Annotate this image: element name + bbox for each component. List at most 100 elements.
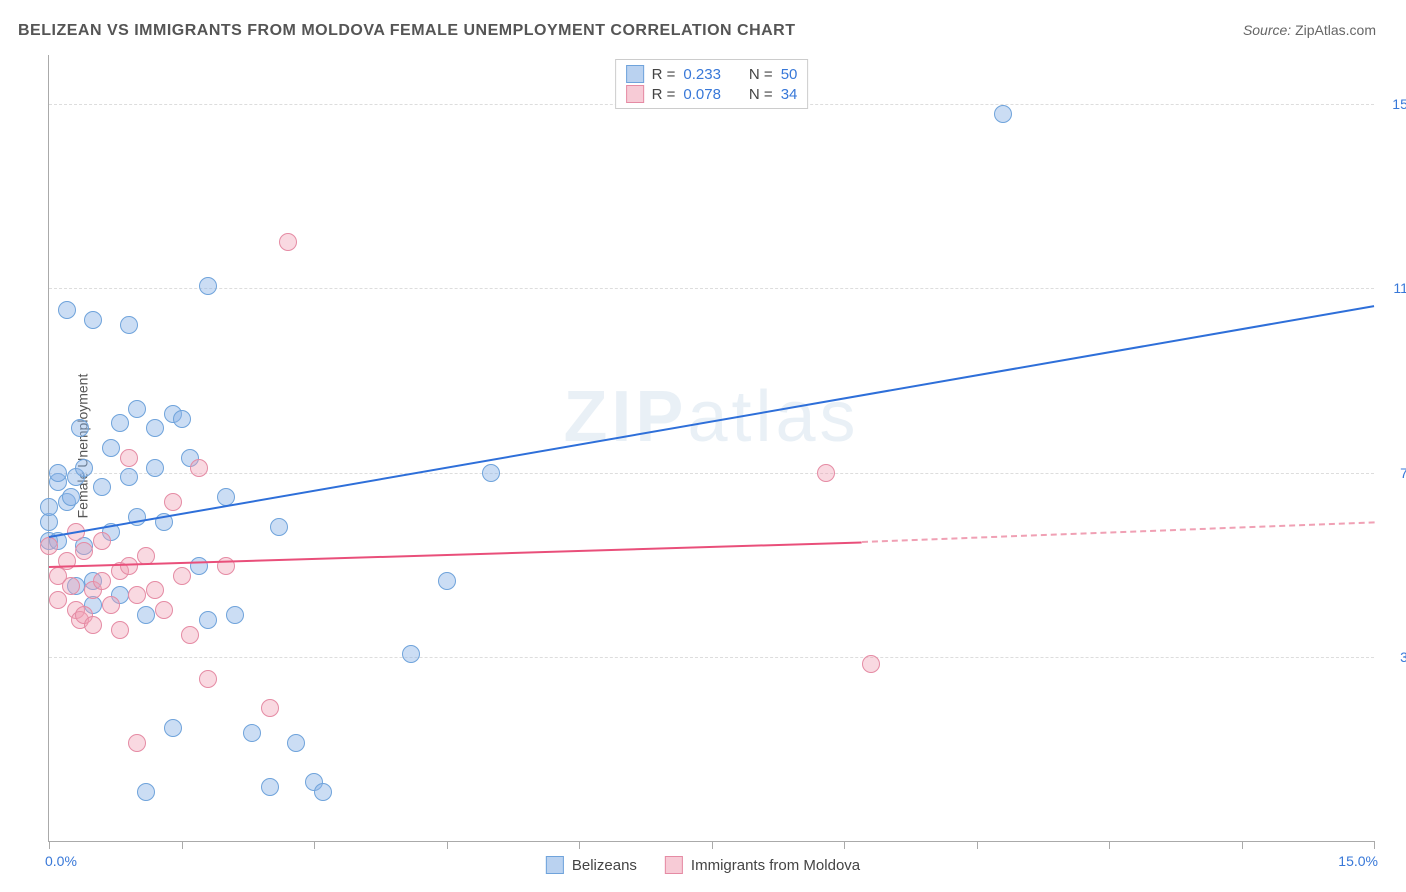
data-point: [226, 606, 244, 624]
swatch-pink-icon: [626, 85, 644, 103]
data-point: [120, 449, 138, 467]
data-point: [190, 459, 208, 477]
data-point: [482, 464, 500, 482]
swatch-blue-icon: [626, 65, 644, 83]
legend-series: Belizeans Immigrants from Moldova: [546, 856, 860, 874]
x-tick: [712, 841, 713, 849]
data-point: [111, 621, 129, 639]
data-point: [190, 557, 208, 575]
legend-row-blue: R = 0.233 N = 50: [626, 64, 798, 84]
trend-line: [49, 541, 862, 568]
n-label: N =: [749, 66, 773, 83]
data-point: [994, 105, 1012, 123]
legend-item-moldova: Immigrants from Moldova: [665, 856, 860, 874]
x-tick: [579, 841, 580, 849]
data-point: [287, 734, 305, 752]
data-point: [438, 572, 456, 590]
data-point: [128, 400, 146, 418]
data-point: [164, 719, 182, 737]
x-tick: [314, 841, 315, 849]
data-point: [49, 464, 67, 482]
gridline: [49, 473, 1374, 474]
swatch-blue-icon: [546, 856, 564, 874]
data-point: [243, 724, 261, 742]
legend-row-pink: R = 0.078 N = 34: [626, 84, 798, 104]
data-point: [102, 596, 120, 614]
x-tick: [1374, 841, 1375, 849]
x-axis-max-label: 15.0%: [1338, 853, 1378, 869]
data-point: [102, 439, 120, 457]
n-value-pink: 34: [781, 86, 798, 103]
legend-label: Immigrants from Moldova: [691, 857, 860, 874]
source-value: ZipAtlas.com: [1295, 22, 1376, 38]
data-point: [173, 567, 191, 585]
data-point: [58, 301, 76, 319]
r-label: R =: [652, 66, 676, 83]
data-point: [862, 655, 880, 673]
data-point: [402, 645, 420, 663]
data-point: [137, 606, 155, 624]
y-tick-label: 11.2%: [1393, 280, 1406, 296]
plot-area: ZIPatlas R = 0.233 N = 50 R = 0.078 N = …: [48, 55, 1374, 842]
data-point: [314, 783, 332, 801]
legend-label: Belizeans: [572, 857, 637, 874]
data-point: [199, 277, 217, 295]
data-point: [40, 498, 58, 516]
data-point: [199, 611, 217, 629]
y-tick-label: 15.0%: [1392, 96, 1406, 112]
data-point: [270, 518, 288, 536]
data-point: [261, 699, 279, 717]
data-point: [146, 581, 164, 599]
data-point: [181, 626, 199, 644]
data-point: [199, 670, 217, 688]
data-point: [120, 468, 138, 486]
gridline: [49, 288, 1374, 289]
data-point: [111, 414, 129, 432]
data-point: [93, 572, 111, 590]
x-axis-min-label: 0.0%: [45, 853, 77, 869]
r-value-pink: 0.078: [683, 86, 721, 103]
data-point: [155, 601, 173, 619]
data-point: [62, 488, 80, 506]
data-point: [75, 459, 93, 477]
data-point: [146, 459, 164, 477]
legend-item-belizeans: Belizeans: [546, 856, 637, 874]
trend-line: [862, 522, 1374, 544]
y-tick-label: 7.5%: [1400, 465, 1406, 481]
data-point: [120, 316, 138, 334]
data-point: [261, 778, 279, 796]
data-point: [128, 734, 146, 752]
y-tick-label: 3.8%: [1400, 649, 1406, 665]
x-tick: [1109, 841, 1110, 849]
chart-title: BELIZEAN VS IMMIGRANTS FROM MOLDOVA FEMA…: [18, 22, 796, 40]
swatch-pink-icon: [665, 856, 683, 874]
data-point: [279, 233, 297, 251]
data-point: [62, 577, 80, 595]
source-attribution: Source: ZipAtlas.com: [1243, 22, 1376, 38]
data-point: [93, 532, 111, 550]
data-point: [40, 537, 58, 555]
r-label: R =: [652, 86, 676, 103]
n-label: N =: [749, 86, 773, 103]
x-tick: [1242, 841, 1243, 849]
x-tick: [844, 841, 845, 849]
data-point: [128, 586, 146, 604]
gridline: [49, 657, 1374, 658]
data-point: [84, 616, 102, 634]
data-point: [146, 419, 164, 437]
data-point: [173, 410, 191, 428]
data-point: [817, 464, 835, 482]
data-point: [75, 542, 93, 560]
data-point: [120, 557, 138, 575]
trend-line: [49, 306, 1374, 539]
x-tick: [977, 841, 978, 849]
source-label: Source:: [1243, 22, 1295, 38]
x-tick: [182, 841, 183, 849]
data-point: [137, 783, 155, 801]
n-value-blue: 50: [781, 66, 798, 83]
x-tick: [447, 841, 448, 849]
data-point: [49, 591, 67, 609]
data-point: [93, 478, 111, 496]
data-point: [71, 419, 89, 437]
data-point: [84, 311, 102, 329]
